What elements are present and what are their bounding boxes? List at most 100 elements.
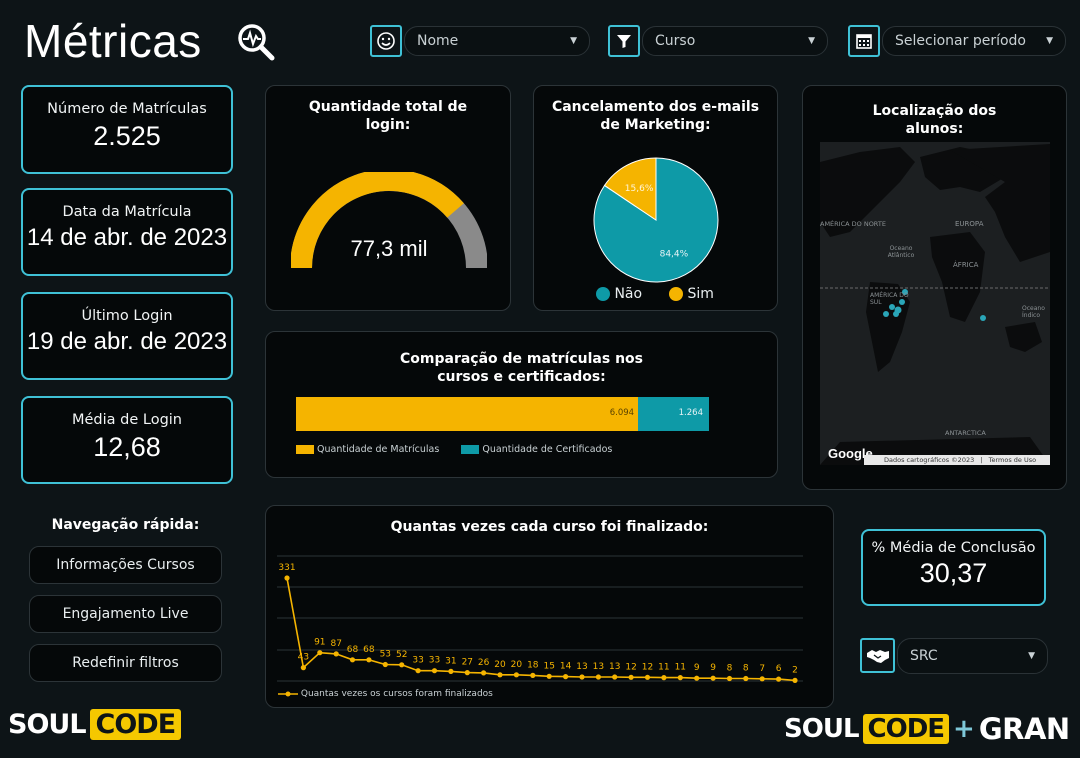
data-point [481, 670, 487, 676]
data-point [743, 675, 749, 682]
data-label: 43 [298, 653, 309, 663]
course-filter-label: Curso [655, 33, 696, 49]
src-filter-label: SRC [910, 648, 938, 664]
data-point [497, 672, 503, 678]
data-label: 33 [429, 656, 440, 666]
data-label: 31 [445, 656, 456, 666]
data-point [333, 651, 339, 657]
data-point [563, 674, 569, 680]
world-map[interactable]: AMÉRICA DO NORTE EUROPA Oceano Atlântico… [820, 142, 1050, 465]
kpi-value: 30,37 [919, 558, 988, 588]
kpi-value: 14 de abr. de 2023 [26, 224, 228, 251]
map-terms-link[interactable]: Termos de Uso [988, 456, 1037, 464]
data-label: 87 [330, 639, 341, 649]
soulcode-logo: SOUL CODE [8, 706, 182, 742]
data-point [399, 662, 405, 668]
search-analytics-icon [238, 24, 275, 61]
kpi-avg-login: Média de Login 12,68 [21, 396, 233, 484]
nav-button-courses[interactable]: Informações Cursos [29, 546, 222, 584]
kpi-last-login: Último Login 19 de abr. de 2023 [21, 292, 233, 380]
course-filter-select[interactable]: Curso ▼ [642, 26, 828, 56]
data-label: 13 [593, 662, 604, 672]
logo-plus: + [953, 714, 975, 744]
login-total-value: 77,3 mil [350, 236, 428, 261]
card-title-line: Comparação de matrículas nos [400, 351, 643, 367]
bar-segment-enrollments: 6.094 [296, 397, 639, 431]
data-label: 27 [462, 658, 473, 668]
data-point [677, 675, 683, 681]
quick-nav-title: Navegação rápida: [51, 517, 200, 533]
data-label: 8 [727, 664, 733, 674]
legend-line-swatch [278, 691, 298, 696]
kpi-label: % Média de Conclusão [871, 540, 1036, 556]
reset-filters-button[interactable]: Redefinir filtros [29, 644, 222, 682]
stacked-bar-chart: 6.094 1.264 [296, 397, 709, 431]
data-label: 12 [625, 662, 636, 672]
data-label: 18 [527, 660, 539, 670]
src-filter-select[interactable]: SRC ▼ [897, 638, 1048, 674]
name-filter-label: Nome [417, 33, 459, 49]
data-point [530, 672, 536, 678]
card-title-line: Cancelamento dos e-mails [551, 99, 760, 115]
chevron-down-icon: ▼ [570, 36, 577, 46]
calendar-icon [848, 25, 880, 57]
chevron-down-icon: ▼ [808, 36, 815, 46]
smiley-icon [370, 25, 402, 57]
map-footer: Dados cartográficos ©2023 | Termos de Us… [864, 455, 1050, 465]
name-filter-select[interactable]: Nome ▼ [404, 26, 590, 56]
data-label: 91 [314, 638, 325, 648]
card-title-line: Localização dos [872, 103, 997, 119]
kpi-label: Data da Matrícula [62, 204, 192, 220]
page-title: Métricas [24, 15, 202, 67]
data-label: 8 [743, 664, 749, 674]
logo-text-gran: GRAN [978, 712, 1070, 746]
legend-label-nao: Não [614, 286, 643, 302]
logo-text: SOUL [8, 708, 87, 740]
legend-label-enrollments: Quantidade de Matrículas [317, 444, 440, 455]
legend-label-sim: Sim [687, 286, 714, 302]
kpi-label: Média de Login [71, 412, 182, 428]
google-logo: Google [828, 446, 873, 461]
map-label-antarctica: ANTARCTICA [945, 429, 986, 437]
data-point [448, 668, 454, 674]
legend-swatch-enrollments [296, 445, 314, 454]
data-label: 7 [759, 664, 765, 674]
card-title-line: Quantidade total de [308, 99, 468, 115]
card-title: Quantas vezes cada curso foi finalizado: [390, 519, 709, 535]
period-filter-select[interactable]: Selecionar período ▼ [882, 26, 1066, 56]
filter-icon [608, 25, 640, 57]
data-point [513, 672, 519, 678]
data-label: 52 [396, 650, 407, 660]
data-label: 9 [710, 663, 716, 673]
data-point [759, 676, 765, 682]
soulcode-gran-logo: SOUL CODE + GRAN [784, 712, 1070, 746]
data-label: 68 [363, 645, 375, 655]
line-legend: Quantas vezes os cursos foram finalizado… [278, 689, 493, 699]
series-line [286, 577, 796, 682]
world-map-shapes [820, 144, 1050, 465]
data-label: 15 [543, 661, 554, 671]
data-point [644, 674, 651, 680]
map-label-south-america: AMÉRICA DO SUL [870, 292, 909, 306]
src-filter[interactable]: SRC ▼ [860, 638, 1048, 674]
data-point [726, 675, 733, 682]
logo-text-highlight: CODE [89, 708, 182, 740]
bar-value-label: 1.264 [678, 408, 703, 418]
chevron-down-icon: ▼ [1028, 651, 1035, 661]
bar-legend: Quantidade de Matrículas Quantidade de C… [296, 444, 612, 455]
period-filter-label: Selecionar período [895, 33, 1026, 49]
data-label: 2 [792, 665, 798, 675]
data-point [792, 677, 798, 683]
legend-swatch-sim [668, 287, 683, 301]
email-pie-chart: 84,4% 15,6% [593, 157, 719, 283]
map-label-europe: EUROPA [955, 220, 984, 228]
card-title-line: de Marketing: [600, 117, 711, 133]
kpi-value: 12,68 [93, 432, 161, 462]
nav-button-live[interactable]: Engajamento Live [29, 595, 222, 633]
data-point [431, 668, 438, 674]
data-label: 12 [642, 662, 653, 672]
data-point [464, 670, 470, 676]
data-point [710, 675, 716, 681]
data-label: 13 [576, 662, 587, 672]
